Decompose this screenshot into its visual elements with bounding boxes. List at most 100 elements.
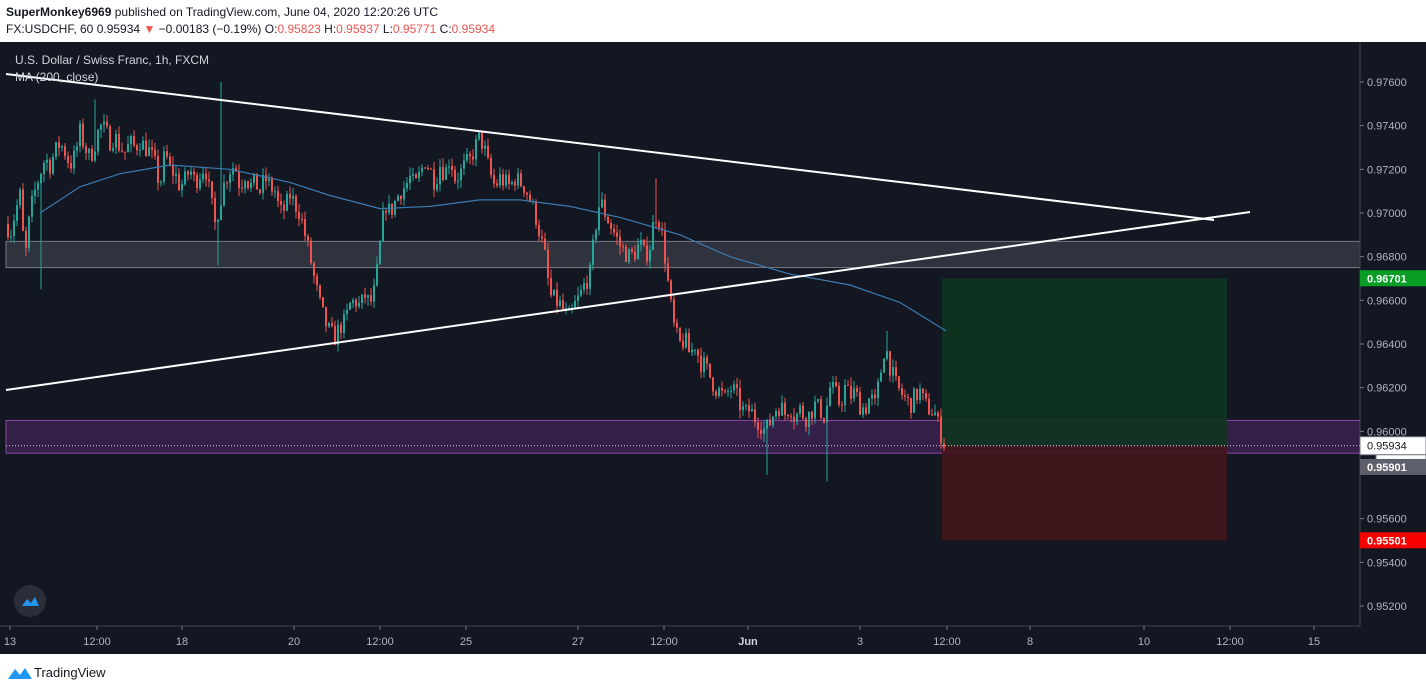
candle-body — [79, 123, 81, 147]
candle-body — [463, 160, 465, 169]
legend-title: U.S. Dollar / Swiss Franc, 1h, FXCM — [15, 53, 210, 67]
candle-body — [664, 230, 666, 264]
candle-body — [88, 148, 90, 154]
candle-body — [181, 184, 183, 191]
ascending-trendline[interactable] — [5, 211, 1251, 391]
candle-body — [46, 159, 48, 163]
candle-body — [598, 207, 600, 231]
candle-body — [727, 391, 729, 393]
candle-body — [475, 139, 477, 160]
candle-body — [550, 277, 552, 296]
chart-area[interactable]: 0.97600 0.97400 0.97200 0.97000 0.96800 0.966… — [0, 42, 1426, 654]
footer-brand[interactable]: TradingView — [34, 665, 106, 680]
candle-body — [694, 349, 696, 351]
candle-body — [937, 412, 939, 417]
candle-body — [769, 419, 771, 426]
candle-body — [850, 385, 852, 399]
candle-body — [97, 130, 99, 152]
resistance-zone[interactable] — [5, 240, 1361, 269]
candle-body — [397, 195, 399, 201]
candle-body — [499, 174, 501, 186]
candle-body — [178, 173, 180, 191]
candle-body — [7, 223, 9, 238]
candle-body — [52, 156, 54, 174]
candle-body — [622, 246, 624, 248]
candle-body — [16, 205, 18, 221]
candle-body — [346, 309, 348, 315]
candle-body — [142, 140, 144, 150]
candle-body — [754, 409, 756, 423]
candle-body — [310, 240, 312, 264]
legend-ma[interactable]: MA (200, close) — [15, 70, 99, 84]
price-tick-label: 0.96600 — [1367, 295, 1407, 307]
candle-body — [655, 222, 657, 224]
candle-body — [628, 249, 630, 262]
price-tick-label: 0.95200 — [1367, 601, 1407, 613]
last-price: 0.95934 — [96, 22, 141, 36]
stop-loss-zone[interactable] — [942, 445, 1227, 541]
time-tick-label: 18 — [176, 636, 188, 648]
candle-body — [559, 300, 561, 306]
symbol-label[interactable]: FX:USDCHF, 60 — [6, 22, 94, 36]
candle-body — [421, 167, 423, 172]
candle-body — [199, 179, 201, 189]
candle-body — [73, 150, 75, 169]
candle-body — [244, 181, 246, 189]
candle-body — [718, 388, 720, 397]
candle-body — [712, 377, 714, 392]
candle-body — [31, 195, 33, 217]
candle-body — [316, 275, 318, 286]
candle-body — [91, 148, 93, 161]
time-axis[interactable] — [0, 626, 1426, 654]
candle-body — [25, 230, 27, 248]
candle-body — [235, 168, 237, 172]
ma-200-line[interactable] — [39, 164, 947, 332]
candle-body — [562, 300, 564, 310]
candle-body — [613, 228, 615, 233]
candle-body — [133, 136, 135, 146]
current-price-label: 0.95901 — [1367, 462, 1407, 474]
candle-body — [637, 244, 639, 260]
candle-body — [742, 406, 744, 411]
candle-body — [853, 388, 855, 399]
candle-body — [919, 388, 921, 401]
candle-body — [49, 159, 51, 174]
high-value: 0.95937 — [336, 22, 380, 36]
time-tick-label: Jun — [738, 636, 758, 648]
low-value: 0.95771 — [392, 22, 437, 36]
candle-body — [43, 162, 45, 174]
candle-body — [724, 390, 726, 392]
candle-body — [217, 219, 219, 222]
price-chart-svg[interactable]: 0.97600 0.97400 0.97200 0.97000 0.96800 0.966… — [0, 42, 1426, 654]
candle-body — [778, 411, 780, 416]
chart-header: SuperMonkey6969 published on TradingView… — [0, 0, 1426, 42]
tradingview-badge[interactable] — [14, 585, 46, 617]
candle-body — [520, 173, 522, 187]
candle-body — [166, 151, 168, 157]
candle-body — [427, 168, 429, 170]
descending-trendline[interactable] — [5, 73, 1215, 221]
candle-body — [337, 324, 339, 345]
time-tick-label: 12:00 — [650, 636, 678, 648]
candle-body — [556, 289, 558, 306]
candle-body — [304, 219, 306, 236]
take-profit-zone[interactable] — [942, 278, 1227, 446]
candle-body — [103, 121, 105, 125]
candle-body — [109, 126, 111, 151]
candle-body — [445, 167, 447, 180]
candle-body — [580, 289, 582, 296]
entry-price-label: 0.95934 — [1367, 441, 1407, 453]
candle-body — [112, 148, 114, 151]
candle-body — [175, 173, 177, 176]
candle-body — [223, 182, 225, 206]
candle-body — [469, 153, 471, 157]
price-axis[interactable] — [1360, 42, 1426, 626]
candle-body — [736, 384, 738, 388]
candle-body — [289, 194, 291, 199]
candle-body — [697, 349, 699, 356]
author-name[interactable]: SuperMonkey6969 — [6, 5, 112, 19]
price-tick-label: 0.96200 — [1367, 383, 1407, 395]
candle-body — [76, 146, 78, 151]
candle-body — [154, 149, 156, 157]
candle-body — [772, 416, 774, 426]
